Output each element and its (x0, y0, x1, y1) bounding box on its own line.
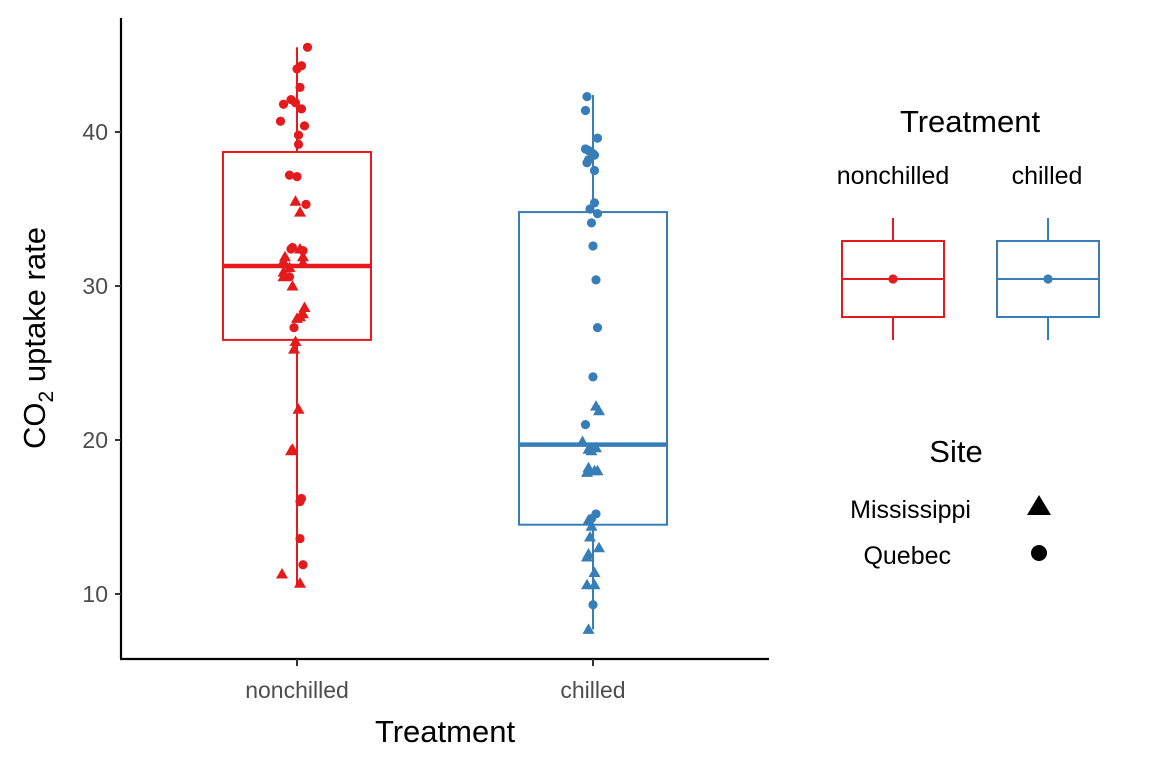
point-chilled-mississippi-14 (581, 551, 593, 562)
point-chilled-mississippi-11 (585, 520, 598, 531)
point-nonchilled-mississippi-4 (297, 256, 309, 268)
legend-site-circle-icon (1031, 545, 1047, 561)
y-tick-label-40: 40 (82, 119, 108, 145)
point-chilled-mississippi-12 (584, 531, 596, 542)
y-tick-label-30: 30 (82, 273, 108, 299)
y-axis-title-main: CO (17, 402, 52, 449)
point-nonchilled-quebec-23 (298, 560, 308, 570)
point-chilled-mississippi-4 (576, 435, 589, 447)
legend-treatment: Treatment nonchilled chilled (837, 104, 1100, 340)
point-nonchilled-mississippi-14 (294, 310, 306, 322)
point-chilled-mississippi-8 (591, 464, 604, 476)
point-nonchilled-quebec-2 (296, 61, 307, 71)
legend-treatment-label-chilled: chilled (1012, 162, 1083, 190)
point-nonchilled-mississippi-9 (277, 270, 290, 282)
legend-key-chilled (996, 218, 1100, 340)
box-rect-chilled (518, 211, 668, 526)
y-axis-title-subscript: 2 (35, 391, 58, 403)
legend-key-nonchilled (841, 218, 945, 340)
point-chilled-quebec-8 (582, 158, 592, 168)
legend-site-title: Site (929, 434, 982, 469)
point-chilled-mississippi-3 (590, 441, 602, 453)
axes: 10 20 30 40 nonchilled chilled (82, 18, 769, 703)
point-chilled-mississippi-18 (588, 578, 601, 590)
x-tick-label-nonchilled: nonchilled (245, 677, 349, 703)
point-chilled-mississippi-19 (582, 623, 595, 634)
point-nonchilled-quebec-19 (289, 322, 299, 333)
y-axis-title-suffix: uptake rate (17, 227, 52, 391)
x-tick-label-chilled: chilled (560, 677, 625, 703)
legend-key-point-nonchilled (888, 274, 898, 284)
point-nonchilled-quebec-9 (299, 121, 310, 131)
point-nonchilled-mississippi-6 (277, 255, 290, 266)
point-chilled-quebec-14 (588, 241, 598, 251)
legend-treatment-title: Treatment (900, 104, 1041, 139)
point-nonchilled-mississippi-10 (286, 280, 299, 291)
point-chilled-mississippi-9 (581, 466, 593, 477)
point-chilled-mississippi-16 (588, 566, 601, 577)
point-nonchilled-mississippi-7 (283, 261, 296, 273)
point-chilled-quebec-1 (580, 105, 591, 116)
point-nonchilled-quebec-3 (295, 82, 305, 92)
point-nonchilled-quebec-5 (290, 98, 301, 108)
point-chilled-quebec-12 (592, 209, 603, 219)
point-nonchilled-mississippi-3 (297, 250, 309, 262)
point-nonchilled-mississippi-0 (289, 195, 302, 206)
point-chilled-mississippi-15 (593, 541, 605, 553)
legend-site: Site Mississippi Quebec (850, 434, 1051, 570)
point-chilled-quebec-18 (580, 420, 591, 430)
point-nonchilled-mississippi-17 (292, 403, 305, 414)
legend-site-label-quebec: Quebec (863, 542, 951, 570)
point-chilled-quebec-21 (588, 600, 598, 610)
point-nonchilled-mississippi-16 (288, 343, 300, 354)
point-chilled-quebec-17 (588, 372, 598, 382)
y-tick-label-20: 20 (82, 427, 108, 453)
point-nonchilled-mississippi-15 (289, 335, 302, 346)
points-layer (275, 42, 605, 634)
point-nonchilled-quebec-17 (287, 242, 298, 253)
y-tick-label-10: 10 (82, 581, 108, 607)
legend-key-point-chilled (1043, 274, 1053, 284)
point-nonchilled-mississippi-20 (276, 567, 288, 579)
legend-site-triangle-icon (1027, 495, 1051, 515)
point-chilled-mississippi-5 (582, 443, 595, 454)
point-nonchilled-quebec-8 (275, 116, 286, 126)
point-nonchilled-quebec-21 (295, 497, 305, 507)
point-nonchilled-mississippi-19 (285, 444, 297, 456)
legend-treatment-label-nonchilled: nonchilled (837, 162, 950, 190)
x-axis-title: Treatment (375, 714, 516, 749)
box-chilled (518, 95, 668, 630)
legend-site-label-mississippi: Mississippi (850, 496, 971, 524)
y-axis-title: CO2 uptake rate (17, 227, 58, 449)
point-chilled-quebec-0 (582, 91, 592, 102)
point-nonchilled-quebec-11 (293, 139, 304, 149)
point-nonchilled-quebec-13 (292, 172, 302, 182)
point-chilled-quebec-9 (589, 165, 600, 176)
point-nonchilled-mississippi-21 (294, 577, 306, 588)
point-nonchilled-quebec-6 (296, 104, 307, 114)
point-nonchilled-quebec-10 (293, 130, 304, 140)
point-chilled-quebec-13 (586, 218, 597, 228)
point-nonchilled-mississippi-1 (294, 206, 306, 217)
point-nonchilled-quebec-7 (278, 99, 289, 109)
point-chilled-mississippi-1 (593, 404, 605, 416)
point-chilled-quebec-15 (591, 275, 601, 285)
point-chilled-quebec-2 (592, 133, 603, 143)
point-nonchilled-quebec-12 (284, 170, 295, 180)
point-chilled-quebec-16 (592, 322, 603, 333)
y-ticks: 10 20 30 40 (82, 119, 121, 607)
point-nonchilled-quebec-22 (295, 533, 305, 544)
point-nonchilled-quebec-0 (302, 42, 313, 52)
point-nonchilled-quebec-14 (301, 199, 311, 209)
point-nonchilled-mississippi-11 (298, 301, 311, 313)
point-chilled-quebec-11 (585, 204, 595, 214)
x-ticks: nonchilled chilled (245, 659, 626, 703)
